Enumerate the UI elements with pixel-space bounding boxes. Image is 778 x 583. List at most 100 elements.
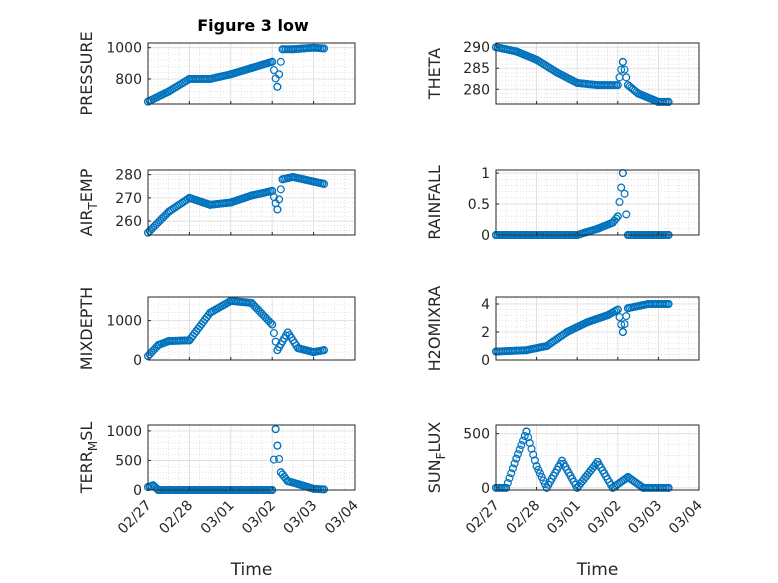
panel-mixdepth: 0 1000 MIXDEPTH bbox=[77, 287, 356, 370]
y-tick-label: 290 bbox=[463, 40, 490, 56]
y-tick-label: 0 bbox=[481, 481, 490, 497]
data-point bbox=[275, 195, 284, 204]
axes-box bbox=[495, 169, 700, 236]
data-point bbox=[664, 97, 673, 106]
data-point bbox=[608, 483, 617, 492]
data-point bbox=[271, 425, 280, 434]
data-point bbox=[622, 210, 631, 219]
data-point bbox=[613, 212, 622, 221]
data-point bbox=[510, 459, 519, 468]
panel-terr-msl: 0 500 1000 TERRMSL 02/27 02/28 03/01 03/02 03/03… bbox=[77, 422, 362, 580]
data-point bbox=[294, 344, 303, 353]
data-point bbox=[206, 74, 215, 83]
x-tick-label: 02/27 bbox=[463, 498, 503, 538]
x-tick-label: 02/28 bbox=[504, 498, 544, 538]
data-point bbox=[185, 74, 194, 83]
data-point bbox=[164, 87, 173, 96]
data-point bbox=[273, 346, 282, 355]
axes-box bbox=[147, 424, 356, 491]
axes-box bbox=[147, 169, 356, 236]
data-point bbox=[524, 433, 533, 442]
x-axis-label: Time bbox=[576, 560, 619, 580]
panel-theta: 280 285 290 THETA bbox=[425, 40, 700, 106]
y-axis-label: AIRTEMP bbox=[77, 168, 100, 236]
data-point bbox=[664, 300, 673, 309]
data-point bbox=[522, 346, 531, 355]
data-point bbox=[618, 328, 627, 337]
y-axis-label: PRESSURE bbox=[77, 31, 96, 115]
data-point bbox=[654, 97, 663, 106]
y-tick-label: 0 bbox=[481, 228, 490, 244]
data-point bbox=[278, 175, 287, 184]
x-tick-label: 03/01 bbox=[544, 498, 584, 538]
data-point bbox=[525, 439, 534, 448]
x-tick-label: 03/02 bbox=[585, 498, 625, 538]
y-tick-label: 1000 bbox=[106, 314, 142, 330]
data-point bbox=[266, 318, 275, 327]
data-point bbox=[522, 427, 531, 436]
y-tick-label: 0.5 bbox=[468, 197, 490, 213]
y-tick-label: 2 bbox=[481, 325, 490, 341]
data-point bbox=[319, 44, 328, 53]
x-tick-label: 03/03 bbox=[625, 498, 665, 538]
data-point bbox=[273, 82, 282, 91]
axes-box bbox=[147, 296, 356, 361]
data-point bbox=[288, 172, 297, 181]
y-tick-label: 1000 bbox=[106, 41, 142, 57]
data-point bbox=[583, 318, 592, 327]
figure-title: Figure 3 low bbox=[197, 16, 309, 35]
x-tick-label: 03/04 bbox=[322, 497, 362, 537]
y-tick-label: 0 bbox=[133, 483, 142, 499]
data-point bbox=[613, 305, 622, 314]
data-point bbox=[269, 329, 278, 338]
data-point bbox=[273, 441, 282, 450]
data-point bbox=[247, 191, 256, 200]
data-point bbox=[613, 81, 622, 90]
panel-h2omixra: 0 2 4 H2OMIXRA bbox=[425, 286, 700, 372]
data-point bbox=[185, 193, 194, 202]
x-tick-label: 03/02 bbox=[239, 498, 279, 538]
data-point bbox=[276, 57, 285, 66]
data-point bbox=[608, 218, 617, 227]
data-point bbox=[512, 454, 521, 463]
data-point bbox=[149, 481, 158, 490]
y-axis-label: H2OMIXRA bbox=[425, 286, 444, 372]
data-point bbox=[319, 346, 328, 355]
data-point bbox=[664, 483, 673, 492]
data-point bbox=[247, 298, 256, 307]
data-point bbox=[164, 207, 173, 216]
y-tick-label: 500 bbox=[463, 427, 490, 443]
data-point bbox=[573, 483, 582, 492]
y-tick-label: 800 bbox=[115, 72, 142, 88]
data-point bbox=[288, 45, 297, 54]
data-point bbox=[617, 320, 626, 329]
data-point bbox=[185, 336, 194, 345]
y-tick-label: 1 bbox=[481, 166, 490, 182]
data-point bbox=[573, 78, 582, 87]
data-point bbox=[623, 81, 632, 90]
data-point bbox=[532, 462, 541, 471]
data-point bbox=[623, 473, 632, 482]
data-point bbox=[644, 300, 653, 309]
data-point bbox=[275, 70, 284, 79]
data-point bbox=[502, 483, 511, 492]
data-point bbox=[593, 224, 602, 233]
data-point bbox=[542, 483, 551, 492]
data-point bbox=[508, 464, 517, 473]
data-point bbox=[309, 43, 318, 52]
x-tick-label: 02/28 bbox=[156, 498, 196, 538]
data-point bbox=[557, 456, 566, 465]
data-point bbox=[154, 341, 163, 350]
data-point bbox=[617, 183, 626, 192]
data-point bbox=[505, 474, 514, 483]
panel-rainfall: 0 0.5 1 RAINFALL bbox=[425, 165, 700, 244]
data-point bbox=[276, 185, 285, 194]
data-point bbox=[268, 186, 277, 195]
data-point bbox=[622, 312, 631, 321]
data-point bbox=[512, 47, 521, 56]
axes-box bbox=[495, 42, 700, 105]
data-point bbox=[269, 66, 278, 75]
x-axis-label: Time bbox=[230, 560, 273, 580]
data-point bbox=[206, 308, 215, 317]
